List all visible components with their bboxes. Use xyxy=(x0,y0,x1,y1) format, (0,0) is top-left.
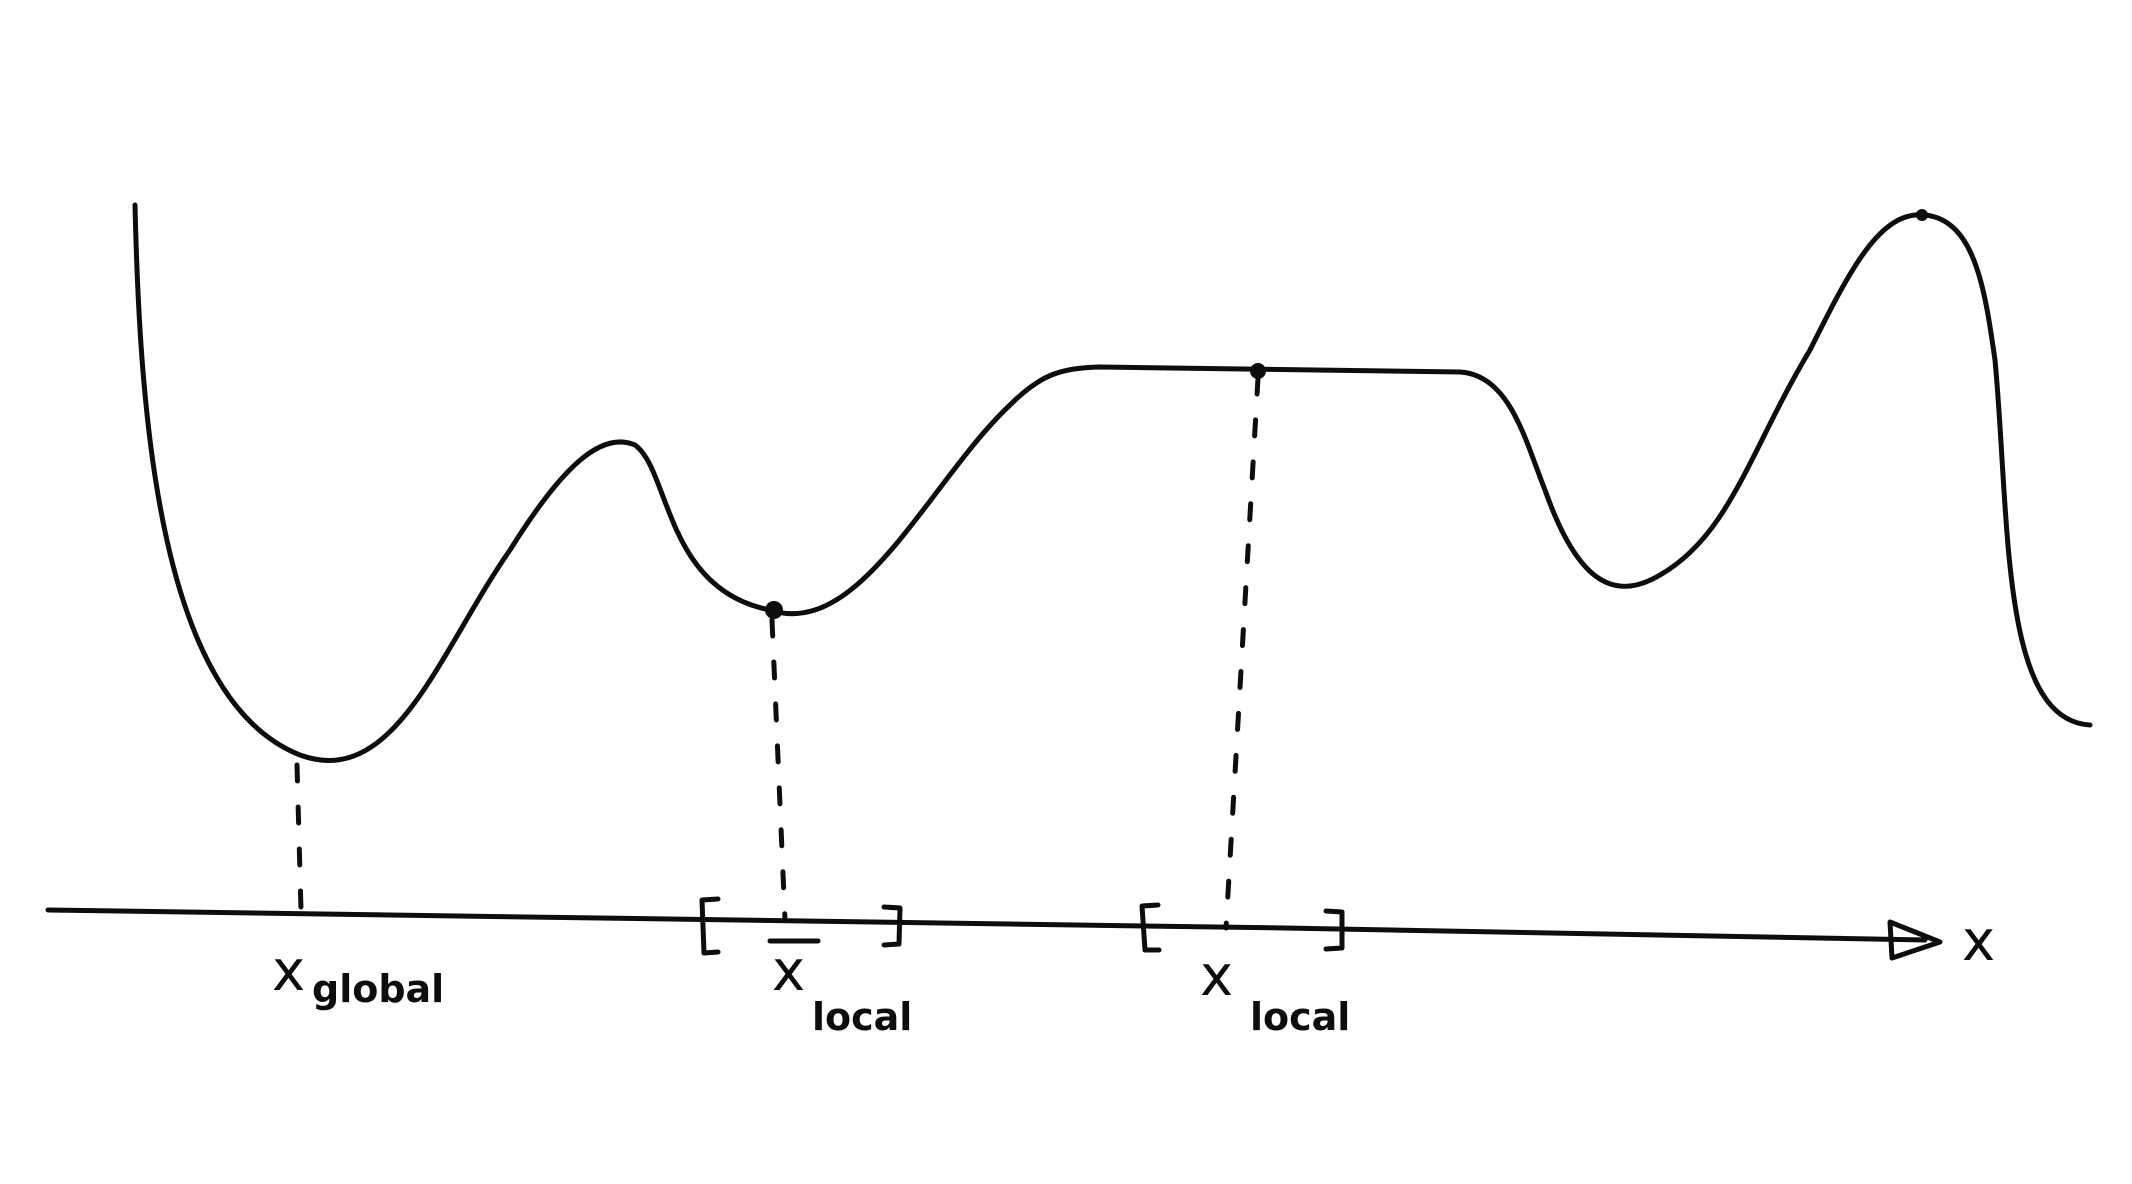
x-local-label-2: x local xyxy=(1200,944,1350,1039)
x-global-main: x xyxy=(272,939,305,1004)
x-local-1-subscript: local xyxy=(812,995,912,1039)
plateau-left-bracket xyxy=(1139,902,1162,953)
x-local-2-subscript: local xyxy=(1250,995,1350,1039)
x-local-label-1: x local xyxy=(772,939,912,1039)
local-min-point xyxy=(765,601,783,619)
x-local-1-main: x xyxy=(772,939,805,1004)
plateau-projection-line xyxy=(1223,375,1261,931)
objective-function-curve xyxy=(132,202,2093,763)
x-global-label: x global xyxy=(272,939,444,1011)
peak-point xyxy=(1916,209,1928,221)
local-min-right-bracket xyxy=(881,904,903,948)
x-axis-label: x xyxy=(1962,909,1995,974)
global-min-projection-line xyxy=(294,762,304,913)
x-local-2-main: x xyxy=(1200,944,1233,1009)
x-axis-line xyxy=(45,907,1928,943)
x-global-subscript: global xyxy=(312,967,444,1011)
local-min-projection-line xyxy=(769,617,788,923)
plateau-right-bracket xyxy=(1323,908,1345,952)
local-min-left-bracket xyxy=(699,896,721,956)
x-axis-arrowhead xyxy=(1887,919,1943,961)
plateau-point xyxy=(1250,363,1266,379)
